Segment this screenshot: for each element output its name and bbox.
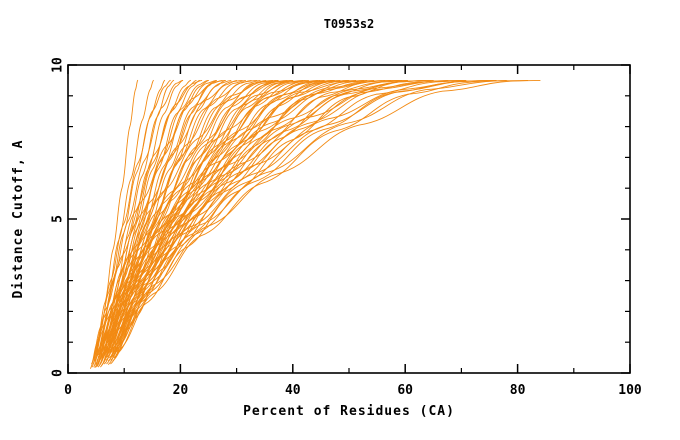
data-curve: [100, 79, 274, 359]
y-tick-label: 0: [51, 369, 66, 377]
data-curve: [93, 79, 226, 359]
x-tick-label: 20: [173, 383, 189, 398]
data-curve: [99, 79, 350, 352]
x-tick-label: 80: [510, 383, 526, 398]
data-curve: [112, 79, 529, 349]
data-curve: [104, 79, 432, 346]
x-axis-ticks: [67, 65, 631, 373]
x-axis-title: Percent of Residues (CA): [243, 404, 455, 419]
data-curve: [117, 79, 507, 352]
x-tick-label: 40: [285, 383, 301, 398]
data-curve: [95, 79, 279, 355]
data-curve: [104, 79, 341, 355]
data-curve: [97, 79, 294, 355]
y-axis-title: Distance Cutoff, A: [11, 140, 26, 299]
data-curve: [96, 79, 333, 352]
y-axis-tick-labels: 0 5 10: [51, 57, 66, 377]
data-curve: [111, 79, 495, 346]
y-tick-label: 10: [51, 57, 66, 73]
curve-series-layer: [90, 79, 541, 369]
data-curve: [112, 79, 467, 352]
data-curve: [108, 79, 463, 346]
data-curve: [101, 79, 401, 346]
data-curve: [92, 79, 203, 362]
chart-title: T0953s2: [324, 17, 375, 31]
data-curve: [109, 79, 334, 359]
x-axis-tick-labels: 0 20 40 60 80 100: [64, 383, 642, 398]
data-curve: [110, 79, 449, 352]
y-axis-ticks: [68, 64, 630, 374]
data-curve: [95, 79, 243, 359]
data-curve: [113, 79, 408, 355]
x-tick-label: 0: [64, 383, 72, 398]
x-tick-label: 100: [618, 383, 642, 398]
data-curve: [104, 79, 304, 359]
data-curve: [114, 79, 541, 349]
data-curve: [106, 79, 357, 355]
y-tick-label: 5: [51, 215, 66, 223]
x-tick-label: 60: [397, 383, 413, 398]
data-curve: [92, 79, 184, 365]
